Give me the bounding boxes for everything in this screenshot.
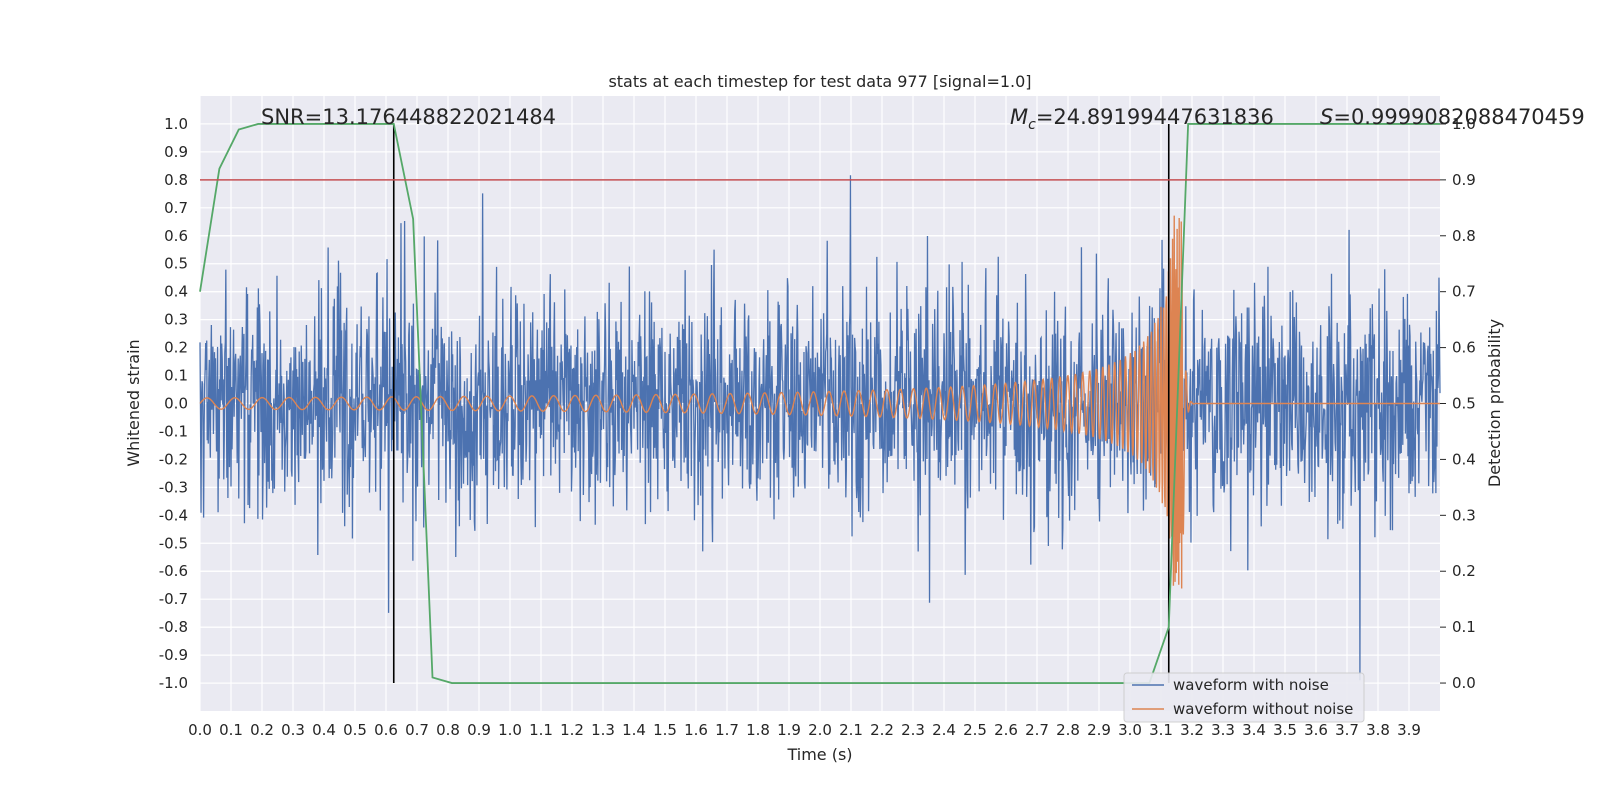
x-tick-label: 0.6: [374, 721, 398, 739]
x-tick-label: 1.9: [777, 721, 801, 739]
x-tick-label: 3.0: [1118, 721, 1142, 739]
x-tick-label: 2.4: [932, 721, 956, 739]
x-axis-label: Time (s): [786, 745, 852, 764]
x-tick-label: 0.4: [312, 721, 336, 739]
x-tick-label: 1.7: [715, 721, 739, 739]
x-tick-label: 3.1: [1149, 721, 1173, 739]
vertical-markers: [392, 123, 1170, 684]
chirp-mass-value: =24.89199447631836: [1036, 105, 1274, 129]
waveform-without-noise-line: [199, 215, 1440, 589]
x-tick-label: 3.8: [1366, 721, 1390, 739]
y2-tick-label: 0.0: [1452, 674, 1476, 692]
x-axis-ticks: 0.0 0.1 0.2 0.3 0.4 0.5 0.6 0.7 0.8 0.9 1.0 1.1 1.2 1…: [188, 721, 1421, 739]
x-tick-label: 1.0: [498, 721, 522, 739]
x-tick-label: 3.4: [1242, 721, 1266, 739]
x-tick-label: 2.3: [901, 721, 925, 739]
x-tick-label: 1.4: [622, 721, 646, 739]
x-tick-label: 0.5: [343, 721, 367, 739]
legend-label-waveform-without-noise: waveform without noise: [1173, 700, 1353, 718]
x-tick-label: 2.2: [870, 721, 894, 739]
x-tick-label: 3.2: [1180, 721, 1204, 739]
detection-probability-series: [199, 123, 1440, 684]
x-tick-label: 3.3: [1211, 721, 1235, 739]
x-tick-label: 2.7: [1025, 721, 1049, 739]
y-tick-label: -0.1: [159, 422, 188, 440]
y2-tick-label: 0.3: [1452, 506, 1476, 524]
chirp-mass-symbol: M: [1010, 105, 1028, 129]
x-tick-label: 3.9: [1397, 721, 1421, 739]
waveform-without-noise-series: [199, 215, 1440, 589]
x-tick-label: 1.2: [560, 721, 584, 739]
y-tick-label: 1.0: [164, 115, 188, 133]
y2-tick-label: 0.9: [1452, 171, 1476, 189]
x-tick-label: 1.6: [684, 721, 708, 739]
y2-tick-label: 0.4: [1452, 450, 1476, 468]
y2-tick-label: 0.5: [1452, 395, 1476, 413]
y2-tick-label: 0.7: [1452, 283, 1476, 301]
x-tick-label: 0.3: [281, 721, 305, 739]
x-tick-label: 2.0: [808, 721, 832, 739]
score-annotation: S=0.9999082088470459: [1320, 105, 1585, 129]
x-tick-label: 2.1: [839, 721, 863, 739]
y-axis-label: Whitened strain: [124, 339, 143, 466]
y2-axis-label: Detection probability: [1485, 319, 1504, 487]
y-tick-label: 0.1: [164, 367, 188, 385]
chirp-mass-subscript: c: [1028, 117, 1036, 133]
detection-probability-line: [199, 123, 1440, 684]
x-tick-label: 3.7: [1335, 721, 1359, 739]
y-tick-label: -0.9: [159, 646, 188, 664]
y-tick-label: 0.5: [164, 255, 188, 273]
y-tick-label: -0.8: [159, 618, 188, 636]
x-tick-label: 1.8: [746, 721, 770, 739]
x-tick-label: 1.3: [591, 721, 615, 739]
y-tick-label: -0.5: [159, 534, 188, 552]
y-tick-label: -0.2: [159, 450, 188, 468]
score-symbol: S: [1320, 105, 1333, 129]
x-tick-label: 2.6: [994, 721, 1018, 739]
y2-tick-label: 1.0: [1452, 115, 1476, 133]
x-tick-label: 3.6: [1304, 721, 1328, 739]
y2-axis-ticks: 1.0 0.9 0.8 0.7 0.6 0.5 0.4 0.3 0.2 0.1 0.0: [1440, 115, 1476, 692]
y-tick-label: -0.3: [159, 478, 188, 496]
y-tick-label: 0.3: [164, 311, 188, 329]
x-tick-label: 0.0: [188, 721, 212, 739]
y-tick-label: 0.2: [164, 339, 188, 357]
snr-annotation: SNR=13.176448822021484: [261, 105, 556, 129]
y2-tick-label: 0.1: [1452, 618, 1476, 636]
x-tick-label: 0.8: [436, 721, 460, 739]
y-tick-label: 0.4: [164, 283, 188, 301]
y2-tick-label: 0.8: [1452, 227, 1476, 245]
x-tick-label: 3.5: [1273, 721, 1297, 739]
score-value: =0.9999082088470459: [1333, 105, 1584, 129]
y-axis-ticks: 1.0 0.9 0.8 0.7 0.6 0.5 0.4 0.3 0.2 0.1 0.0 -0.1 -0.…: [159, 115, 188, 692]
x-tick-label: 2.8: [1056, 721, 1080, 739]
y-tick-label: -0.6: [159, 562, 188, 580]
y-tick-label: -1.0: [159, 674, 188, 692]
y-tick-label: -0.7: [159, 590, 188, 608]
y-tick-label: 0.9: [164, 143, 188, 161]
x-tick-label: 1.5: [653, 721, 677, 739]
y-tick-label: -0.4: [159, 506, 188, 524]
x-tick-label: 0.7: [405, 721, 429, 739]
legend-label-waveform-with-noise: waveform with noise: [1173, 676, 1329, 694]
x-tick-label: 0.1: [219, 721, 243, 739]
y2-tick-label: 0.2: [1452, 562, 1476, 580]
chart-title: stats at each timestep for test data 977…: [608, 72, 1031, 91]
x-tick-label: 2.9: [1087, 721, 1111, 739]
y-tick-label: 0.7: [164, 199, 188, 217]
x-tick-label: 0.9: [467, 721, 491, 739]
x-tick-label: 2.5: [963, 721, 987, 739]
chirp-mass-annotation: Mc=24.89199447631836: [1010, 105, 1274, 133]
y2-tick-label: 0.6: [1452, 339, 1476, 357]
legend-box: [1123, 672, 1365, 723]
y-tick-label: 0.8: [164, 171, 188, 189]
x-tick-label: 0.2: [250, 721, 274, 739]
y-tick-label: 0.6: [164, 227, 188, 245]
x-tick-label: 1.1: [529, 721, 553, 739]
y-tick-label: 0.0: [164, 395, 188, 413]
legend: waveform with noise waveform without noi…: [1123, 672, 1365, 723]
